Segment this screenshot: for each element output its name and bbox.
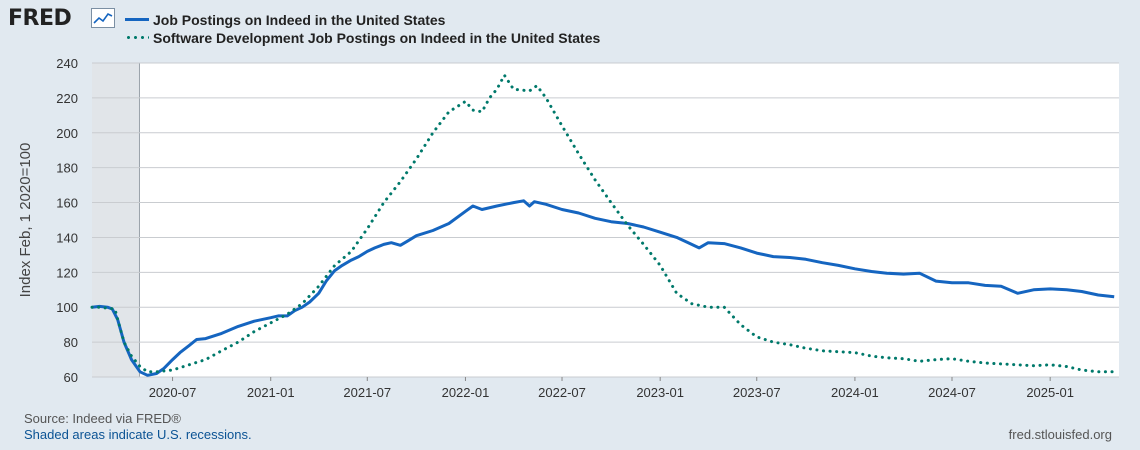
y-tick-label: 240 xyxy=(56,56,78,71)
legend-item-total[interactable]: Job Postings on Indeed in the United Sta… xyxy=(125,11,600,29)
y-tick-label: 160 xyxy=(56,196,78,211)
x-tick-label: 2020-07 xyxy=(149,385,197,400)
x-tick-label: 2022-07 xyxy=(538,385,586,400)
y-tick-label: 200 xyxy=(56,126,78,141)
y-tick-label: 80 xyxy=(64,335,78,350)
legend-item-software[interactable]: Software Development Job Postings on Ind… xyxy=(125,29,600,47)
y-axis-label: Index Feb, 1 2020=100 xyxy=(17,143,34,298)
y-tick-label: 220 xyxy=(56,91,78,106)
legend-swatch-solid xyxy=(125,15,149,25)
source-note: Source: Indeed via FRED® xyxy=(24,411,181,426)
series-line-total[interactable] xyxy=(91,199,1115,377)
legend-label-total: Job Postings on Indeed in the United Sta… xyxy=(153,12,446,28)
y-tick-label: 100 xyxy=(56,300,78,315)
x-tick-label: 2022-01 xyxy=(442,385,490,400)
y-tick-label: 140 xyxy=(56,230,78,245)
legend-swatch-dotted xyxy=(125,33,149,43)
fred-logo[interactable]: FRED xyxy=(8,6,72,31)
y-tick-label: 180 xyxy=(56,161,78,176)
recession-band xyxy=(92,63,140,377)
chart-line-icon xyxy=(91,8,115,28)
legend-label-software: Software Development Job Postings on Ind… xyxy=(153,30,601,46)
x-tick-label: 2021-01 xyxy=(247,385,295,400)
x-tick-label: 2023-07 xyxy=(733,385,781,400)
line-chart: 60 80 100 120 140 160 180 200 220 240 2020-07 2021… xyxy=(17,56,1119,400)
series-line-software[interactable] xyxy=(90,73,1116,374)
x-tick-label: 2023-01 xyxy=(636,385,684,400)
x-tick-label: 2024-01 xyxy=(831,385,879,400)
y-tick-label: 60 xyxy=(64,370,78,385)
site-link[interactable]: fred.stlouisfed.org xyxy=(1008,427,1112,442)
chart-legend: Job Postings on Indeed in the United Sta… xyxy=(125,11,600,47)
y-tick-label: 120 xyxy=(56,265,78,280)
x-tick-label: 2021-07 xyxy=(343,385,391,400)
recession-note[interactable]: Shaded areas indicate U.S. recessions. xyxy=(24,427,252,442)
x-tick-label: 2024-07 xyxy=(928,385,976,400)
x-tick-label: 2025-01 xyxy=(1026,385,1074,400)
